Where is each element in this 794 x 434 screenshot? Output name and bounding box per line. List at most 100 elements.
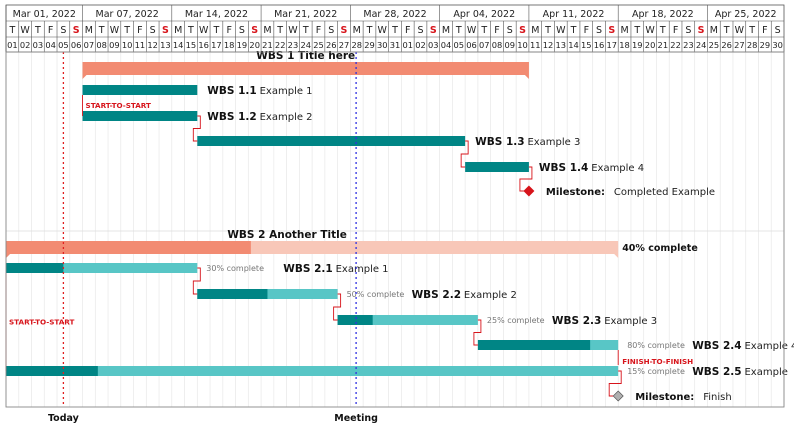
- week-label: Mar 07, 2022: [96, 9, 159, 20]
- weekday-label: S: [430, 25, 437, 36]
- task-name: Example: [744, 367, 787, 378]
- date-label: 05: [453, 40, 464, 50]
- week-label: Apr 04, 2022: [453, 9, 515, 20]
- weekday-label: F: [762, 25, 767, 36]
- task-progress-label: 25% complete: [487, 316, 545, 325]
- chart-frame: [5, 51, 785, 408]
- date-label: 21: [262, 40, 273, 50]
- task-name: Example 2: [260, 112, 313, 123]
- task-code: WBS 1.3: [475, 136, 524, 148]
- task-name: Example 2: [464, 290, 517, 301]
- weekday-label: T: [276, 25, 283, 36]
- task-bar-progress: [6, 366, 98, 376]
- task-progress-label: 80% complete: [627, 341, 685, 350]
- date-label: 18: [224, 40, 235, 50]
- date-label: 24: [696, 40, 707, 50]
- date-label: 06: [71, 40, 82, 50]
- weekday-label: F: [494, 25, 499, 36]
- weekday-label: M: [531, 25, 539, 36]
- weekday-label: T: [302, 25, 309, 36]
- weekday-label: W: [735, 25, 745, 36]
- task-name: Example 1: [336, 264, 389, 275]
- marker-label: Meeting: [334, 413, 378, 424]
- weekday-label: S: [341, 25, 348, 36]
- weekday-label: W: [467, 25, 477, 36]
- weekday-label: W: [645, 25, 655, 36]
- date-label: 27: [734, 40, 745, 50]
- weekday-label: S: [73, 25, 80, 36]
- date-label: 30: [377, 40, 388, 50]
- dependency-arrow: [460, 140, 469, 168]
- date-label: 25: [709, 40, 720, 50]
- weekday-label: T: [748, 25, 755, 36]
- date-label: 26: [721, 40, 732, 50]
- date-label: 10: [122, 40, 133, 50]
- date-label: 28: [351, 40, 362, 50]
- weekday-label: T: [659, 25, 666, 36]
- weekday-label: T: [480, 25, 487, 36]
- task-bar: [82, 85, 198, 95]
- marker-label: Today: [48, 413, 80, 424]
- weekday-label: S: [251, 25, 258, 36]
- date-label: 30: [772, 40, 783, 50]
- task-bar: [465, 162, 529, 172]
- weekday-label: M: [174, 25, 182, 36]
- weekday-label: F: [584, 25, 589, 36]
- weekday-label: T: [123, 25, 130, 36]
- task-code: WBS 2.1: [283, 263, 332, 275]
- weekday-label: F: [137, 25, 142, 36]
- weekday-label: F: [405, 25, 410, 36]
- date-label: 18: [619, 40, 630, 50]
- date-label: 15: [581, 40, 592, 50]
- date-label: 06: [466, 40, 477, 50]
- weekday-label: M: [442, 25, 450, 36]
- date-label: 21: [658, 40, 669, 50]
- dependency-arrow: [519, 166, 533, 192]
- date-label: 13: [160, 40, 171, 50]
- weekday-label: W: [20, 25, 30, 36]
- milestone-diamond-icon: [612, 390, 624, 402]
- group-progress-label: 40% complete: [622, 243, 698, 254]
- task-bar-progress: [337, 315, 373, 325]
- date-label: 31: [390, 40, 401, 50]
- weekday-label: F: [316, 25, 321, 36]
- weekday-label: W: [556, 25, 566, 36]
- weekday-label: S: [519, 25, 526, 36]
- task-bar: [82, 111, 198, 121]
- weekday-label: M: [85, 25, 93, 36]
- dependency-arrow: [608, 370, 622, 397]
- milestone-name: Completed Example: [614, 187, 715, 198]
- week-label: Apr 18, 2022: [632, 9, 694, 20]
- date-label: 05: [58, 40, 69, 50]
- weekday-label: T: [187, 25, 194, 36]
- weekday-label: T: [455, 25, 462, 36]
- weekday-label: S: [685, 25, 691, 36]
- date-label: 04: [441, 40, 452, 50]
- date-label: 25: [313, 40, 324, 50]
- weekday-label: M: [620, 25, 628, 36]
- weekday-label: T: [723, 25, 730, 36]
- date-label: 02: [20, 40, 31, 50]
- group-bar-cap: [6, 254, 10, 258]
- date-label: 23: [288, 40, 299, 50]
- task-code: WBS 2.5: [692, 366, 741, 378]
- date-label: 14: [173, 40, 184, 50]
- task-code: WBS 2.2: [412, 289, 461, 301]
- date-label: 23: [683, 40, 694, 50]
- weekday-label: S: [60, 25, 66, 36]
- task-code: WBS 2.3: [552, 315, 601, 327]
- dependency-arrow: [333, 293, 342, 321]
- weekday-label: T: [366, 25, 373, 36]
- weekday-label: S: [596, 25, 602, 36]
- week-label: Mar 01, 2022: [13, 9, 76, 20]
- date-label: 10: [517, 40, 528, 50]
- week-label: Apr 25, 2022: [715, 9, 777, 20]
- task-code: WBS 1.2: [207, 111, 256, 123]
- weekday-label: S: [239, 25, 245, 36]
- task-bar: [197, 136, 466, 146]
- date-label: 20: [249, 40, 260, 50]
- date-label: 12: [543, 40, 554, 50]
- dependency-label: FINISH-TO-FINISH: [622, 357, 693, 366]
- date-label: 15: [186, 40, 197, 50]
